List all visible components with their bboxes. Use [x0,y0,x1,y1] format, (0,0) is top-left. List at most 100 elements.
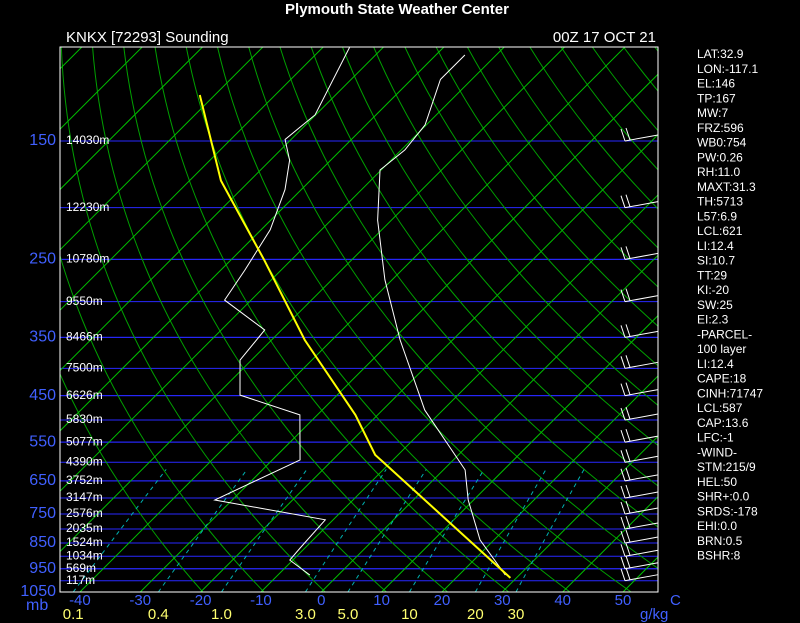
stat-line: MW:7 [697,106,728,120]
mixing-ratio-label: 5.0 [338,606,359,623]
mixing-ratio-line [72,469,167,592]
dry-adiabat [60,372,204,592]
wind-barb [625,288,631,301]
y-tick-label: 150 [29,132,56,149]
stat-line: EHI:0.0 [697,519,737,533]
stat-line: CAP:13.6 [697,416,749,430]
y-tick-label: 950 [29,560,56,577]
isotherm [79,47,626,592]
isotherm [501,435,658,592]
isotherm [60,47,324,311]
stat-line: LI:12.4 [697,239,734,253]
height-label: 5077m [66,434,103,448]
isotherm [441,375,658,592]
wind-barb [620,556,626,569]
wind-barb [624,361,659,369]
parcel-line [198,94,512,579]
wind-barb [624,574,659,582]
isotherm [260,194,658,592]
wind-barb [625,428,631,442]
x-tick-label: -10 [250,592,272,609]
stat-line: LFC:-1 [697,431,734,445]
height-label: 1034m [66,548,103,562]
isotherm [320,254,658,592]
isotherm [562,495,658,592]
stat-line: SRDS:-178 [697,504,758,518]
date-label: 00Z 17 OCT 21 [553,29,656,46]
wind-barb [625,484,631,498]
wind-barb [625,355,631,368]
wind-barb [620,429,626,443]
dry-adiabat [248,47,658,569]
stat-line: LON:-117.1 [697,62,758,76]
wind-barb [620,485,626,499]
x-tick-label: 40 [554,592,571,609]
stat-line: BSHR:8 [697,549,741,563]
wind-barb [620,407,626,421]
stat-line: KI:-20 [697,283,729,297]
height-label: 2576m [66,506,103,520]
height-label: 10780m [66,252,109,266]
wind-barb [620,568,626,581]
y-tick-label: 250 [29,251,56,268]
y-tick-label: 1050 [20,583,56,600]
chart-title: Plymouth State Weather Center [285,1,509,18]
height-label: 9550m [66,294,103,308]
height-label: 569m [66,561,96,575]
stat-line: TT:29 [697,268,727,282]
mixing-ratio-label: 3.0 [295,606,316,623]
stat-line: PW:0.26 [697,150,743,164]
height-label: 12230m [66,200,109,214]
dry-adiabat [60,254,265,592]
isotherm [60,47,203,191]
stat-line: RH:11.0 [697,165,740,179]
wind-barb [624,252,659,260]
dry-adiabat [466,47,658,288]
stat-line: SW:25 [697,298,733,312]
wind-barb [620,468,626,482]
wind-barb [624,562,659,570]
wind-barb [624,134,659,142]
stat-line: HEL:50 [697,475,737,489]
wind-barb [624,491,659,499]
y-tick-label: 350 [29,329,56,346]
wind-barb [620,383,626,396]
stat-line: CAPE:18 [697,372,747,386]
height-label: 6626m [66,388,103,402]
wind-barb [625,406,631,420]
stat-line: 100 layer [697,342,746,356]
station-label: KNKX [72293] Sounding [66,29,229,46]
stat-line: LCL:621 [697,224,743,238]
height-label: 4390m [66,454,103,468]
mixing-ratio-label: 0.1 [63,606,84,623]
wind-barb [625,529,631,543]
isotherm [60,47,264,251]
wind-barb [624,330,659,338]
stat-line: TP:167 [697,91,736,105]
height-label: 2035m [66,521,103,535]
stat-line: TH:5713 [697,195,743,209]
wind-barb [624,474,659,482]
stat-line: WB0:754 [697,136,747,150]
isotherm [60,47,445,432]
x-tick-label: 20 [434,592,451,609]
mixing-ratio-line [305,469,387,592]
wind-barb [625,500,631,514]
height-label: 3147m [66,490,103,504]
height-label: 117m [66,573,95,587]
wind-barb [624,389,659,397]
dry-adiabat [154,47,510,592]
wind-barb [620,544,626,557]
stat-line: EI:2.3 [697,313,729,327]
plot-area [60,47,658,592]
x-tick-label: 0 [317,592,325,609]
wind-barb [625,324,631,337]
stat-line: SHR+:0.0 [697,490,750,504]
temperature-line [377,54,506,576]
y-unit: mb [26,597,48,614]
dry-adiabat [404,47,658,367]
height-label: 8466m [66,330,103,344]
mixing-ratio-line [221,469,308,592]
stat-line: FRZ:596 [697,121,744,135]
